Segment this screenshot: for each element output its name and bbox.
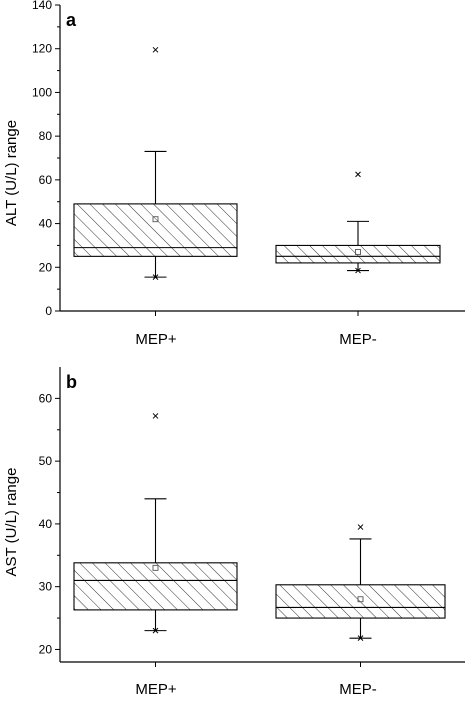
panel-a: a ALT (U/L) range MEP+ MEP- 0 20 40 60 80 100… [3, 0, 465, 348]
panel-a-min-marker-mep-minus [355, 267, 361, 274]
panel-b-y-axis-label: AST (U/L) range [3, 468, 20, 577]
panel-a-min-marker-mep-plus [152, 274, 159, 280]
panel-a-y-tick-label: 0 [45, 304, 52, 318]
panel-b-category-label-mep-minus: MEP- [339, 681, 377, 698]
panel-b-y-tick-label: 30 [39, 580, 53, 594]
panel-b: b AST (U/L) range MEP+ MEP- 20 30 40 50 60 [3, 367, 465, 698]
panel-a-y-tick-label: 140 [32, 0, 52, 12]
panel-b-y-tick-label: 60 [39, 391, 53, 405]
panel-b-y-tick-label: 40 [39, 517, 53, 531]
panel-b-mean-marker-mep-minus [357, 596, 364, 603]
panel-b-min-marker-mep-plus [152, 627, 159, 634]
panel-a-y-tick-label: 80 [39, 129, 53, 143]
panel-b-y-tick-label: 20 [39, 642, 53, 656]
panel-a-y-tick-label: 20 [39, 260, 53, 274]
panel-a-box-mep-plus [73, 203, 238, 257]
panel-b-min-marker-mep-minus [357, 635, 364, 642]
panel-a-y-tick-label: 40 [39, 217, 53, 231]
panel-b-max-marker-mep-minus [357, 524, 364, 530]
panel-a-max-marker-mep-plus [152, 46, 159, 53]
panel-a-y-tick-label: 120 [32, 42, 52, 56]
panel-a-y-tick-label: 60 [39, 173, 53, 187]
panel-b-mean-marker-mep-plus [152, 564, 159, 571]
panel-b-label: b [66, 372, 77, 392]
panel-a-y-tick-label: 100 [32, 85, 52, 99]
panel-b-box-mep-plus [73, 562, 238, 611]
panel-a-mean-marker-mep-minus [355, 249, 361, 255]
panel-a-category-label-mep-plus: MEP+ [135, 331, 177, 348]
panel-a-label: a [66, 10, 77, 30]
panel-a-y-axis-label: ALT (U/L) range [3, 120, 20, 226]
panel-a-category-label-mep-minus: MEP- [339, 331, 377, 348]
panel-b-max-marker-mep-plus [152, 413, 159, 419]
panel-a-max-marker-mep-minus [355, 171, 361, 178]
panel-a-mean-marker-mep-plus [152, 216, 159, 223]
panel-b-category-label-mep-plus: MEP+ [135, 681, 177, 698]
panel-b-y-tick-label: 50 [39, 454, 53, 468]
